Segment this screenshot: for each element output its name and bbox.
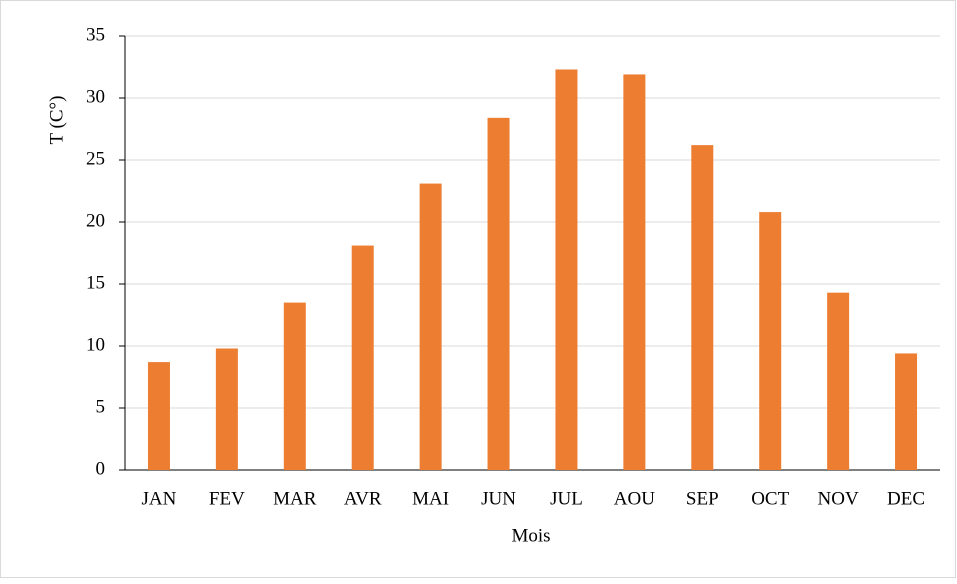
y-tick-label: 0 <box>96 458 106 479</box>
x-tick-label: JAN <box>142 488 177 509</box>
bar <box>895 353 918 470</box>
y-axis-label: T (C°) <box>46 96 67 145</box>
bar <box>147 362 170 470</box>
x-tick-label: MAI <box>412 488 449 509</box>
y-tick-label: 30 <box>86 86 105 107</box>
bar <box>215 348 238 470</box>
bar <box>487 117 510 470</box>
bar <box>419 183 442 470</box>
y-tick-label: 15 <box>86 272 105 293</box>
bar <box>759 212 782 470</box>
x-tick-label: FEV <box>209 488 245 509</box>
x-tick-label: AOU <box>614 488 655 509</box>
bar <box>623 74 646 470</box>
x-tick-label: OCT <box>751 488 789 509</box>
y-tick-label: 25 <box>86 148 105 169</box>
bar <box>555 69 578 470</box>
y-tick-label: 5 <box>96 396 106 417</box>
y-tick-label: 10 <box>86 334 105 355</box>
x-axis-label: Mois <box>511 525 550 546</box>
x-tick-label: SEP <box>686 488 719 509</box>
bar <box>351 245 374 470</box>
bar <box>827 292 850 470</box>
y-tick-label: 20 <box>86 210 105 231</box>
x-tick-label: DEC <box>887 488 925 509</box>
bar <box>283 302 306 470</box>
x-tick-label: MAR <box>273 488 317 509</box>
y-tick-label: 35 <box>86 24 105 45</box>
x-tick-label: JUN <box>481 488 516 509</box>
bar <box>691 145 714 470</box>
x-tick-label: JUL <box>550 488 583 509</box>
x-tick-label: AVR <box>344 488 382 509</box>
x-tick-label: NOV <box>818 488 859 509</box>
